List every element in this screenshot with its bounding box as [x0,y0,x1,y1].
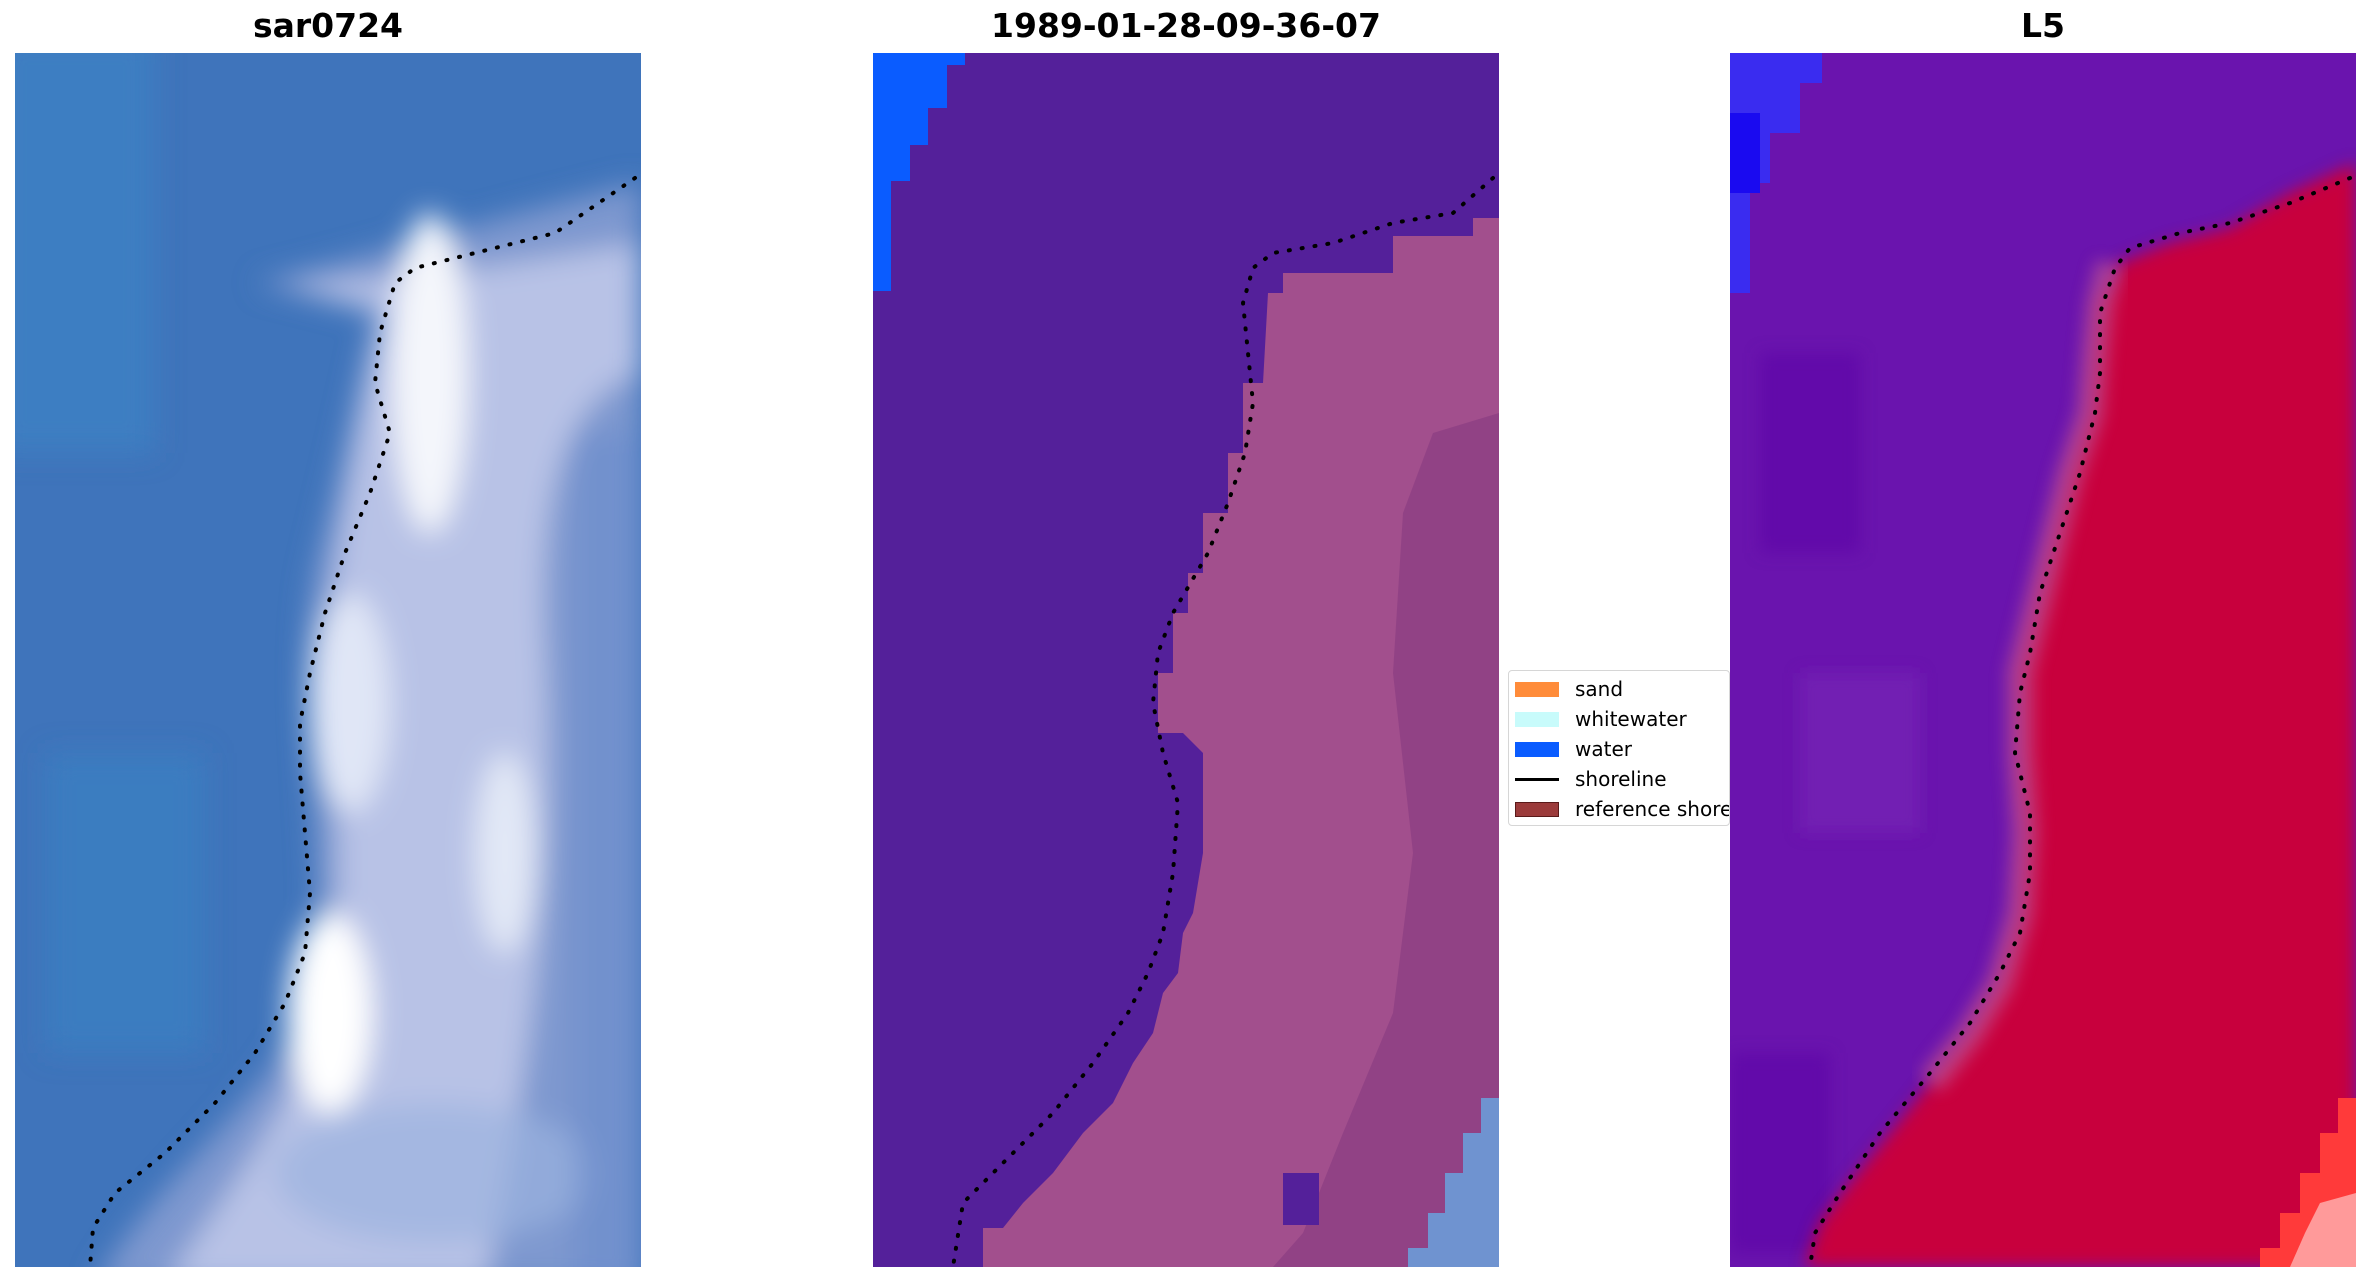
legend-label-water: water [1575,737,1632,761]
index-shoreline-fade [1919,259,2124,1092]
classified-land [983,218,1499,1267]
legend-label-whitewater: whitewater [1575,707,1687,731]
legend-item-sand: sand [1515,674,1623,704]
shoreline-line [88,176,637,1267]
classified-image [873,53,1499,1267]
panel-title-date: 1989-01-28-09-36-07 [991,6,1381,45]
shoreline-line-swatch [1515,777,1559,781]
legend-label-reference-shoreline: reference shoreline [1575,797,1729,821]
panel-title-sar: sar0724 [252,6,404,45]
classified-water-blue [873,53,965,291]
index-image [1730,53,2356,1267]
legend-item-whitewater: whitewater [1515,704,1687,734]
classified-land-dark [1273,413,1499,1267]
whitewater-swatch [1515,711,1559,727]
rgb-image [15,53,641,1267]
sand-swatch [1515,681,1559,697]
rgb-image-panel [15,53,641,1267]
legend-item-reference-shoreline: reference shoreline [1515,794,1729,824]
shoreline-line [951,176,1495,1267]
classified-small-patch [1283,1173,1319,1225]
legend: sand whitewater water shoreline referenc… [1508,670,1730,826]
legend-label-sand: sand [1575,677,1624,701]
shoreline-line [1808,176,2352,1267]
water-swatch [1515,741,1559,757]
index-light-corner [2290,1193,2356,1267]
legend-item-water: water [1515,734,1632,764]
index-texture [1730,353,1920,1253]
classified-image-panel [873,53,1499,1267]
legend-label-shoreline: shoreline [1575,767,1667,791]
panel-title-satellite: L5 [2021,6,2065,45]
surf-zone [15,53,641,1267]
index-blue-dark [1730,113,1760,193]
reference-shoreline-swatch [1515,801,1559,817]
classified-bottom-right [1408,1098,1499,1267]
index-image-panel [1730,53,2356,1267]
legend-item-shoreline: shoreline [1515,764,1667,794]
index-high-area [1805,163,2356,1267]
